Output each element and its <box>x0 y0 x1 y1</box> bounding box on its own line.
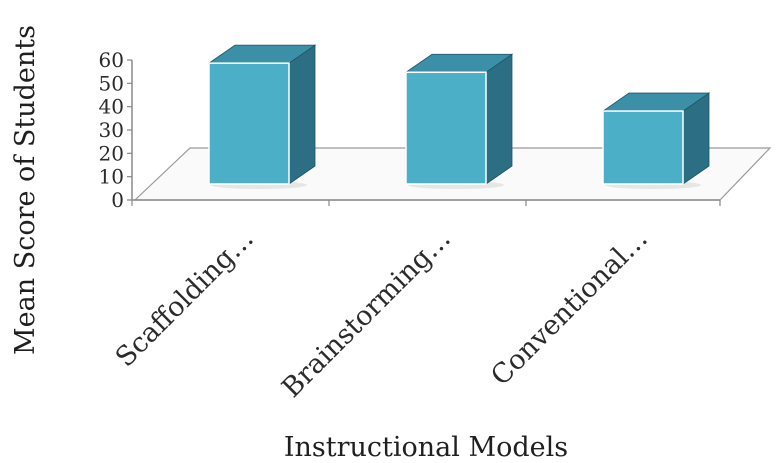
y-tick-label: 20 <box>99 141 124 165</box>
category-labels: Scaffolding… Brainstorming… Conventional… <box>110 223 654 404</box>
x-axis-title: Instructional Models <box>284 432 568 463</box>
y-tick-label: 0 <box>111 188 124 212</box>
y-tick-label: 10 <box>99 165 124 189</box>
bar-series <box>207 44 711 189</box>
bar-front-face <box>602 110 684 185</box>
bar-side-face <box>485 53 513 185</box>
y-tick-label: 60 <box>99 48 124 72</box>
x-axis-ticks <box>131 200 721 206</box>
y-axis-title: Mean Score of Students <box>10 25 41 355</box>
y-tick-label: 40 <box>99 95 124 119</box>
bar-side-face <box>288 44 316 185</box>
x-category-label: Brainstorming… <box>276 223 457 404</box>
bar-front-face <box>208 62 290 185</box>
y-tick-label: 50 <box>99 71 124 95</box>
bar <box>404 53 514 189</box>
bar-front-face <box>405 71 487 185</box>
bar <box>207 44 317 189</box>
x-category-label: Scaffolding… <box>110 223 260 373</box>
x-category-label: Conventional… <box>485 223 654 392</box>
bar <box>601 92 711 189</box>
y-tick-label: 30 <box>99 118 124 142</box>
